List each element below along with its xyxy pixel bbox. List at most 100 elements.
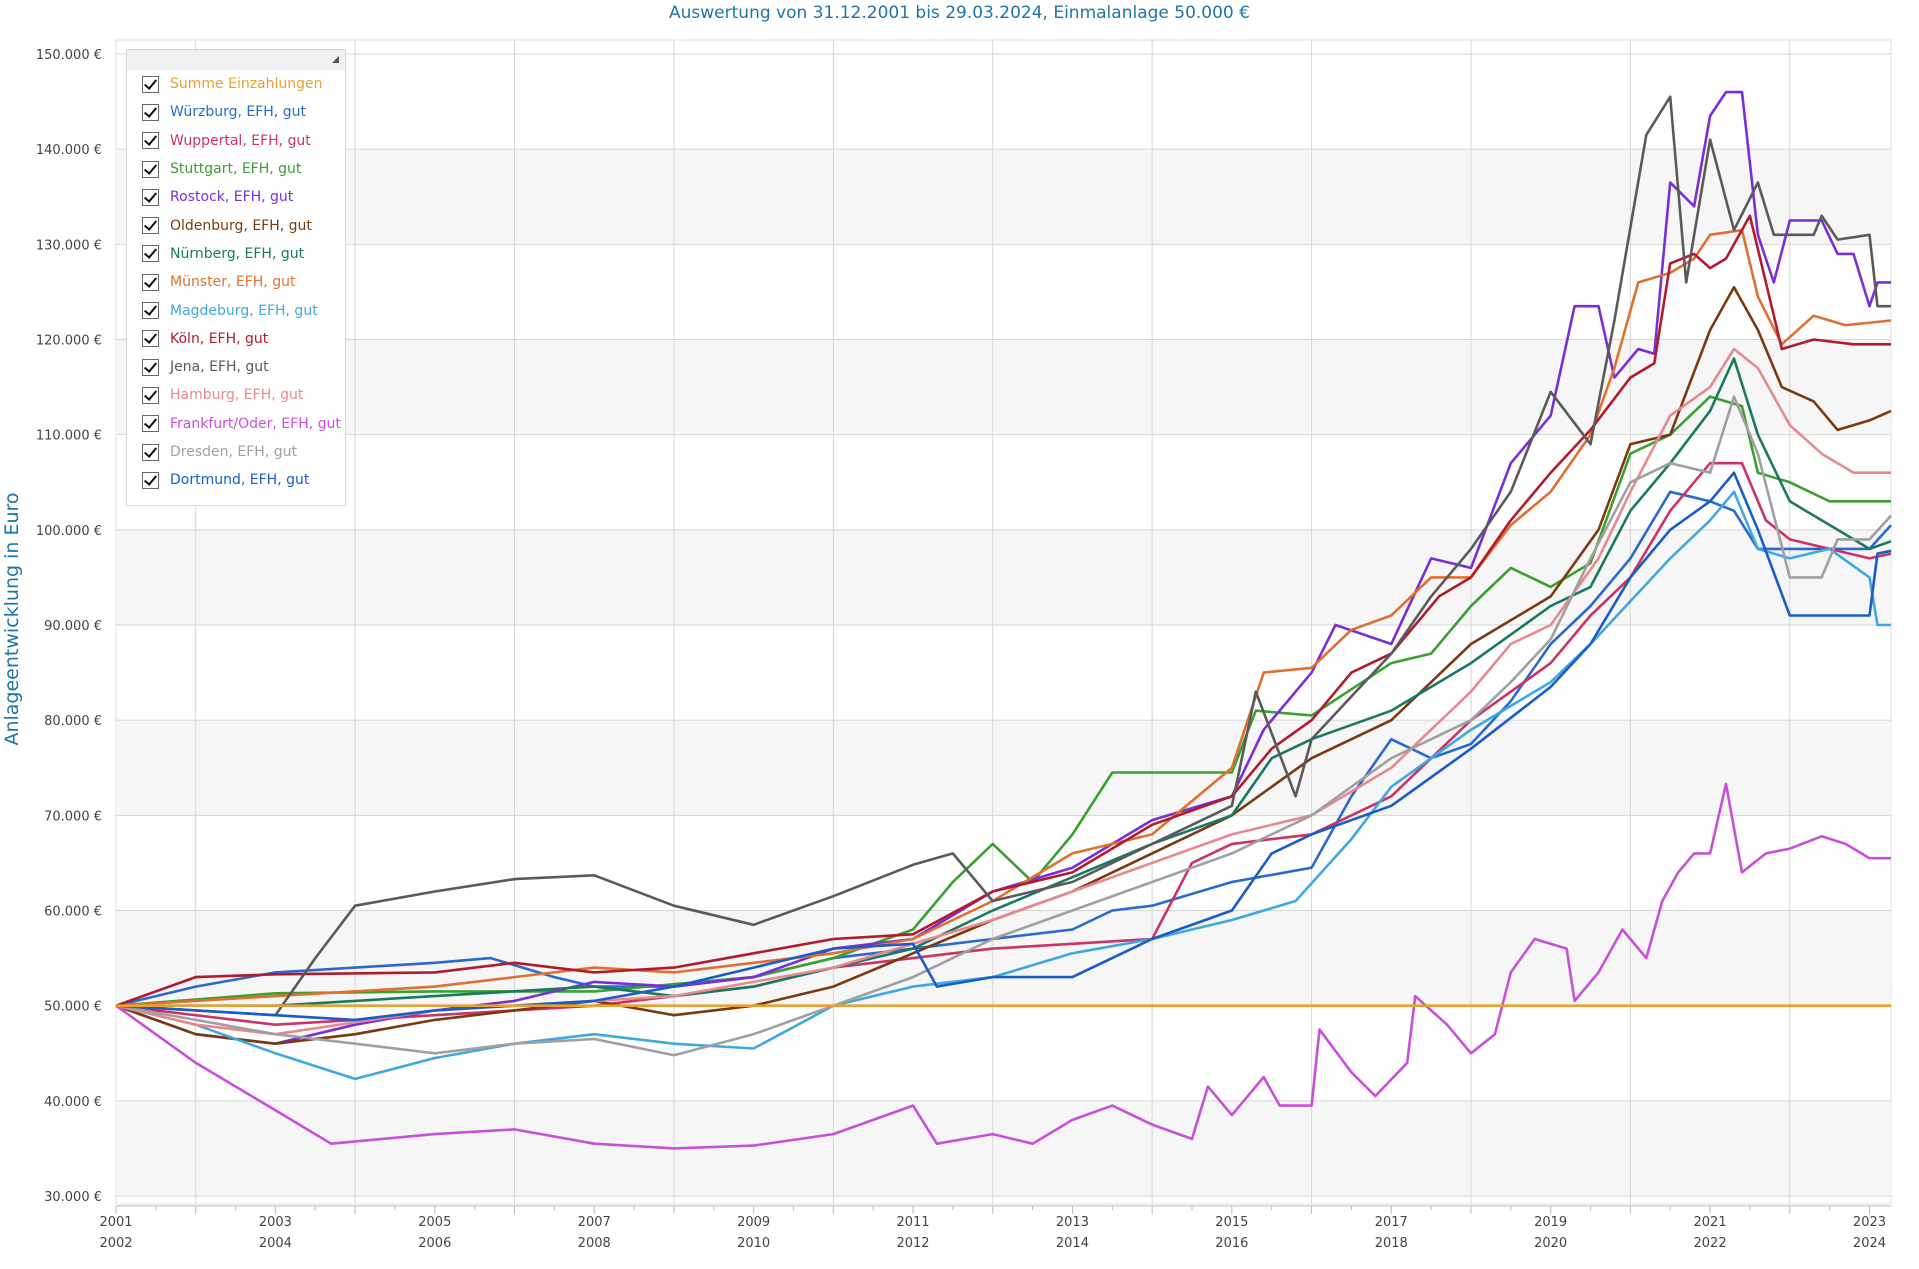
checkbox-checked-icon[interactable] — [142, 302, 159, 320]
y-tick-label: 130.000 € — [36, 238, 102, 253]
y-tick-label: 150.000 € — [36, 48, 102, 63]
y-tick-label: 110.000 € — [36, 429, 102, 444]
x-tick-label-top: 2001 — [99, 1215, 132, 1230]
series-line-jena — [115, 95, 1891, 1017]
checkbox-checked-icon[interactable] — [142, 103, 159, 121]
x-tick-label-top: 2015 — [1215, 1215, 1248, 1230]
checkbox-checked-icon[interactable] — [142, 386, 159, 404]
legend-item[interactable]: Wuppertal, EFH, gut — [127, 127, 345, 155]
legend-item[interactable]: Rostock, EFH, gut — [127, 183, 345, 211]
legend-item[interactable]: Köln, EFH, gut — [127, 325, 345, 353]
y-tick-label: 40.000 € — [44, 1095, 102, 1110]
x-tick-label-bottom: 2024 — [1853, 1236, 1886, 1251]
checkbox-checked-icon[interactable] — [142, 415, 159, 433]
grid-band — [116, 910, 1891, 1006]
series-line-oldenburg — [115, 285, 1892, 1045]
legend-label: Rostock, EFH, gut — [170, 189, 294, 206]
x-tick-label-top: 2003 — [259, 1215, 292, 1230]
y-tick-label: 140.000 € — [36, 143, 102, 158]
x-tick-label-bottom: 2018 — [1375, 1236, 1408, 1251]
checkbox-checked-icon[interactable] — [142, 273, 159, 291]
y-tick-label: 90.000 € — [44, 619, 102, 634]
legend-item[interactable]: Münster, EFH, gut — [127, 268, 345, 296]
legend-label: Dortmund, EFH, gut — [170, 472, 310, 489]
y-tick-label: 80.000 € — [44, 714, 102, 729]
legend-label: Hamburg, EFH, gut — [170, 387, 304, 404]
x-tick-label-top: 2021 — [1694, 1215, 1727, 1230]
legend-label: Würzburg, EFH, gut — [170, 104, 306, 121]
x-tick-label-top: 2009 — [737, 1215, 770, 1230]
checkbox-checked-icon[interactable] — [142, 188, 159, 206]
legend-item[interactable]: Oldenburg, EFH, gut — [127, 211, 345, 239]
checkbox-checked-icon[interactable] — [142, 217, 159, 235]
x-tick-label-bottom: 2014 — [1056, 1236, 1089, 1251]
legend-label: Dresden, EFH, gut — [170, 444, 297, 460]
chart-title: Auswertung von 31.12.2001 bis 29.03.2024… — [669, 3, 1250, 23]
legend-item[interactable]: Frankfurt/Oder, EFH, gut — [127, 410, 345, 438]
checkbox-checked-icon[interactable] — [142, 471, 159, 489]
checkbox-checked-icon[interactable] — [142, 75, 159, 93]
x-tick-label-bottom: 2012 — [896, 1236, 929, 1251]
legend-label: Summe Einzahlungen — [170, 76, 323, 93]
x-tick-label-bottom: 2016 — [1215, 1236, 1248, 1251]
legend-item[interactable]: Magdeburg, EFH, gut — [127, 296, 345, 324]
legend-item[interactable]: Stuttgart, EFH, gut — [127, 155, 345, 183]
grid-band — [116, 720, 1891, 816]
legend-label: Oldenburg, EFH, gut — [170, 217, 312, 234]
legend-label: Jena, EFH, gut — [170, 359, 269, 376]
legend-item[interactable]: Hamburg, EFH, gut — [127, 381, 345, 409]
x-tick-label-bottom: 2020 — [1534, 1236, 1567, 1251]
y-axis-label: Anlageentwicklung in Euro — [1, 492, 23, 746]
resize-grip-icon[interactable] — [332, 56, 339, 63]
x-tick-label-bottom: 2002 — [99, 1236, 132, 1251]
x-tick-label-bottom: 2008 — [578, 1236, 611, 1251]
legend-item[interactable]: Nürnberg, EFH, gut — [127, 240, 345, 268]
series-line-frankfurt-oder — [115, 782, 1891, 1150]
x-tick-label-bottom: 2010 — [737, 1236, 770, 1251]
series-line-münster — [115, 228, 1892, 1007]
legend-item[interactable]: Jena, EFH, gut — [127, 353, 345, 381]
grid-band — [116, 529, 1891, 625]
legend-item[interactable]: Dresden, EFH, gut — [127, 438, 345, 466]
checkbox-checked-icon[interactable] — [142, 443, 159, 461]
legend-label: Köln, EFH, gut — [170, 330, 269, 347]
legend-label: Magdeburg, EFH, gut — [170, 302, 318, 319]
series-line-hamburg — [115, 347, 1891, 1036]
x-tick-label-top: 2005 — [418, 1215, 451, 1230]
legend-label: Stuttgart, EFH, gut — [170, 161, 302, 178]
x-tick-label-top: 2013 — [1056, 1215, 1089, 1230]
series-line-würzburg — [115, 490, 1892, 1007]
y-tick-label: 50.000 € — [44, 1000, 102, 1015]
x-tick-label-bottom: 2004 — [259, 1236, 292, 1251]
legend-label: Wuppertal, EFH, gut — [170, 132, 311, 149]
legend-item[interactable]: Dortmund, EFH, gut — [127, 466, 345, 494]
legend-label: Nürnberg, EFH, gut — [170, 245, 305, 262]
series-line-dresden — [115, 395, 1892, 1057]
grid-band — [116, 1100, 1891, 1196]
grid-band — [116, 149, 1891, 245]
y-tick-label: 100.000 € — [36, 524, 102, 539]
checkbox-checked-icon[interactable] — [142, 358, 159, 376]
series-line-dortmund — [115, 471, 1892, 1022]
x-tick-label-bottom: 2006 — [418, 1236, 451, 1251]
checkbox-checked-icon[interactable] — [142, 245, 159, 263]
x-tick-label-bottom: 2022 — [1694, 1236, 1727, 1251]
x-tick-label-top: 2019 — [1534, 1215, 1567, 1230]
y-tick-label: 30.000 € — [44, 1190, 102, 1205]
checkbox-checked-icon[interactable] — [142, 160, 159, 178]
x-tick-label-top: 2011 — [896, 1215, 929, 1230]
legend-item[interactable]: Würzburg, EFH, gut — [127, 98, 345, 126]
checkbox-checked-icon[interactable] — [142, 132, 159, 150]
x-tick-label-top: 2017 — [1375, 1215, 1408, 1230]
legend-label: Frankfurt/Oder, EFH, gut — [170, 415, 341, 432]
y-tick-label: 120.000 € — [36, 334, 102, 349]
legend-header[interactable] — [127, 50, 345, 70]
checkbox-checked-icon[interactable] — [142, 330, 159, 348]
legend: Summe Einzahlungen Würzburg, EFH, gut Wupp… — [126, 49, 346, 506]
legend-label: Münster, EFH, gut — [170, 274, 296, 291]
series-line-rostock — [115, 90, 1891, 1045]
y-tick-label: 60.000 € — [44, 905, 102, 920]
legend-item[interactable]: Summe Einzahlungen — [127, 70, 345, 98]
x-tick-label-top: 2023 — [1853, 1215, 1886, 1230]
